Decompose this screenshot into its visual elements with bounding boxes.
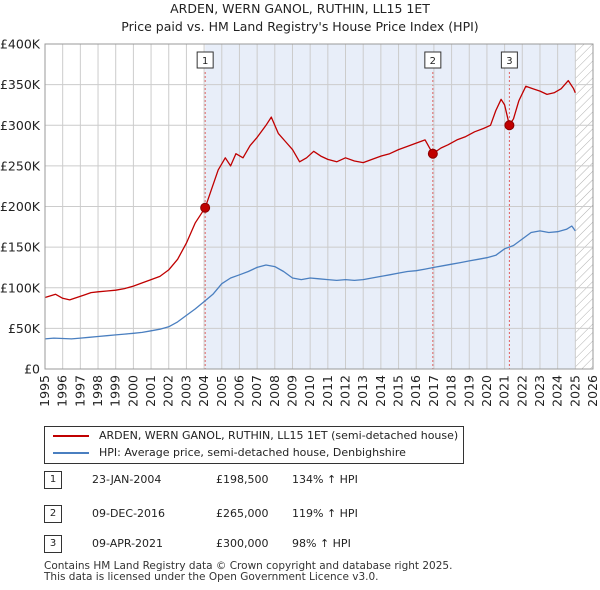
y-tick-label: £0 <box>24 362 40 377</box>
sale-badge: 2 <box>44 505 62 523</box>
legend-label-hpi: HPI: Average price, semi-detached house,… <box>99 446 406 459</box>
x-tick-label: 2001 <box>143 375 158 407</box>
sale-price: £198,500 <box>216 473 269 486</box>
x-tick-label: 2006 <box>231 375 246 407</box>
x-tick-label: 2012 <box>338 375 353 407</box>
x-tick-label: 2005 <box>214 375 229 407</box>
x-tick-label: 2017 <box>426 375 441 407</box>
sale-price: £300,000 <box>216 537 269 550</box>
sale-point <box>427 148 438 159</box>
sale-label-box <box>500 51 518 69</box>
sale-row: 1 23-JAN-2004 £198,500 134% ↑ HPI <box>44 470 464 490</box>
x-tick-label: 2025 <box>567 375 582 407</box>
x-tick-label: 1998 <box>90 375 105 407</box>
x-tick-label: 2003 <box>178 375 193 407</box>
x-tick-label: 1996 <box>55 375 70 407</box>
plot-frame <box>44 43 594 370</box>
chart-title: ARDEN, WERN GANOL, RUTHIN, LL15 1ET <box>170 1 430 16</box>
x-tick-label: 2011 <box>320 375 335 407</box>
sale-row: 2 09-DEC-2016 £265,000 119% ↑ HPI <box>44 504 464 524</box>
footer-attribution: Contains HM Land Registry data © Crown c… <box>44 561 452 583</box>
footer-line-2: This data is licensed under the Open Gov… <box>44 571 379 583</box>
y-tick-label: £100K <box>0 280 41 295</box>
sale-date: 23-JAN-2004 <box>92 473 162 486</box>
sale-label-number: 3 <box>506 56 512 67</box>
sale-label-number: 2 <box>430 56 436 67</box>
x-tick-label: 1997 <box>72 375 87 407</box>
x-tick-label: 2000 <box>125 375 140 407</box>
x-tick-label: 2014 <box>373 375 388 407</box>
sale-point <box>200 202 211 213</box>
property-series-line <box>44 79 576 301</box>
sale-label-number: 1 <box>202 56 208 67</box>
y-tick-label: £350K <box>0 77 41 92</box>
x-tick-label: 2015 <box>391 375 406 407</box>
legend-swatch-hpi <box>53 452 89 454</box>
x-tick-label: 1995 <box>37 375 52 407</box>
y-tick-label: £300K <box>0 118 41 133</box>
x-tick-label: 2009 <box>284 375 299 407</box>
x-tick-label: 2026 <box>585 375 600 407</box>
sale-date: 09-APR-2021 <box>92 537 164 550</box>
x-tick-label: 2013 <box>355 375 370 407</box>
sale-hpi: 119% ↑ HPI <box>292 507 358 520</box>
sale-badge: 1 <box>44 471 62 489</box>
chart-subtitle: Price paid vs. HM Land Registry's House … <box>121 19 478 34</box>
y-tick-label: £200K <box>0 199 41 214</box>
legend: ARDEN, WERN GANOL, RUTHIN, LL15 1ET (sem… <box>44 426 464 464</box>
sale-point <box>504 120 515 131</box>
x-tick-label: 2021 <box>497 375 512 407</box>
x-tick-label: 2004 <box>196 375 211 407</box>
sale-hpi: 98% ↑ HPI <box>292 537 351 550</box>
x-tick-label: 2019 <box>461 375 476 407</box>
sale-label-box <box>424 51 442 69</box>
sale-badge: 3 <box>44 535 62 553</box>
x-tick-label: 2023 <box>532 375 547 407</box>
y-tick-label: £250K <box>0 158 41 173</box>
x-tick-label: 2018 <box>444 375 459 407</box>
y-tick-label: £400K <box>0 37 41 52</box>
x-tick-label: 1999 <box>108 375 123 407</box>
legend-swatch-property <box>53 435 89 437</box>
x-tick-label: 2020 <box>479 375 494 407</box>
sale-hpi: 134% ↑ HPI <box>292 473 358 486</box>
sale-price: £265,000 <box>216 507 269 520</box>
legend-label-property: ARDEN, WERN GANOL, RUTHIN, LL15 1ET (sem… <box>99 429 459 442</box>
sale-date: 09-DEC-2016 <box>92 507 166 520</box>
x-tick-label: 2024 <box>550 375 565 407</box>
x-tick-label: 2008 <box>267 375 282 407</box>
y-tick-label: £150K <box>0 240 41 255</box>
x-tick-label: 2010 <box>302 375 317 407</box>
price-chart: ARDEN, WERN GANOL, RUTHIN, LL15 1ET Pric… <box>0 1 600 407</box>
footer-line-1: Contains HM Land Registry data © Crown c… <box>44 560 453 572</box>
x-tick-label: 2002 <box>161 375 176 407</box>
x-tick-label: 2007 <box>249 375 264 407</box>
hpi-series-line <box>44 225 576 340</box>
sale-label-box <box>196 51 214 69</box>
x-tick-label: 2016 <box>408 375 423 407</box>
y-tick-label: £50K <box>8 321 41 336</box>
x-tick-label: 2022 <box>514 375 529 407</box>
sale-row: 3 09-APR-2021 £300,000 98% ↑ HPI <box>44 534 464 554</box>
